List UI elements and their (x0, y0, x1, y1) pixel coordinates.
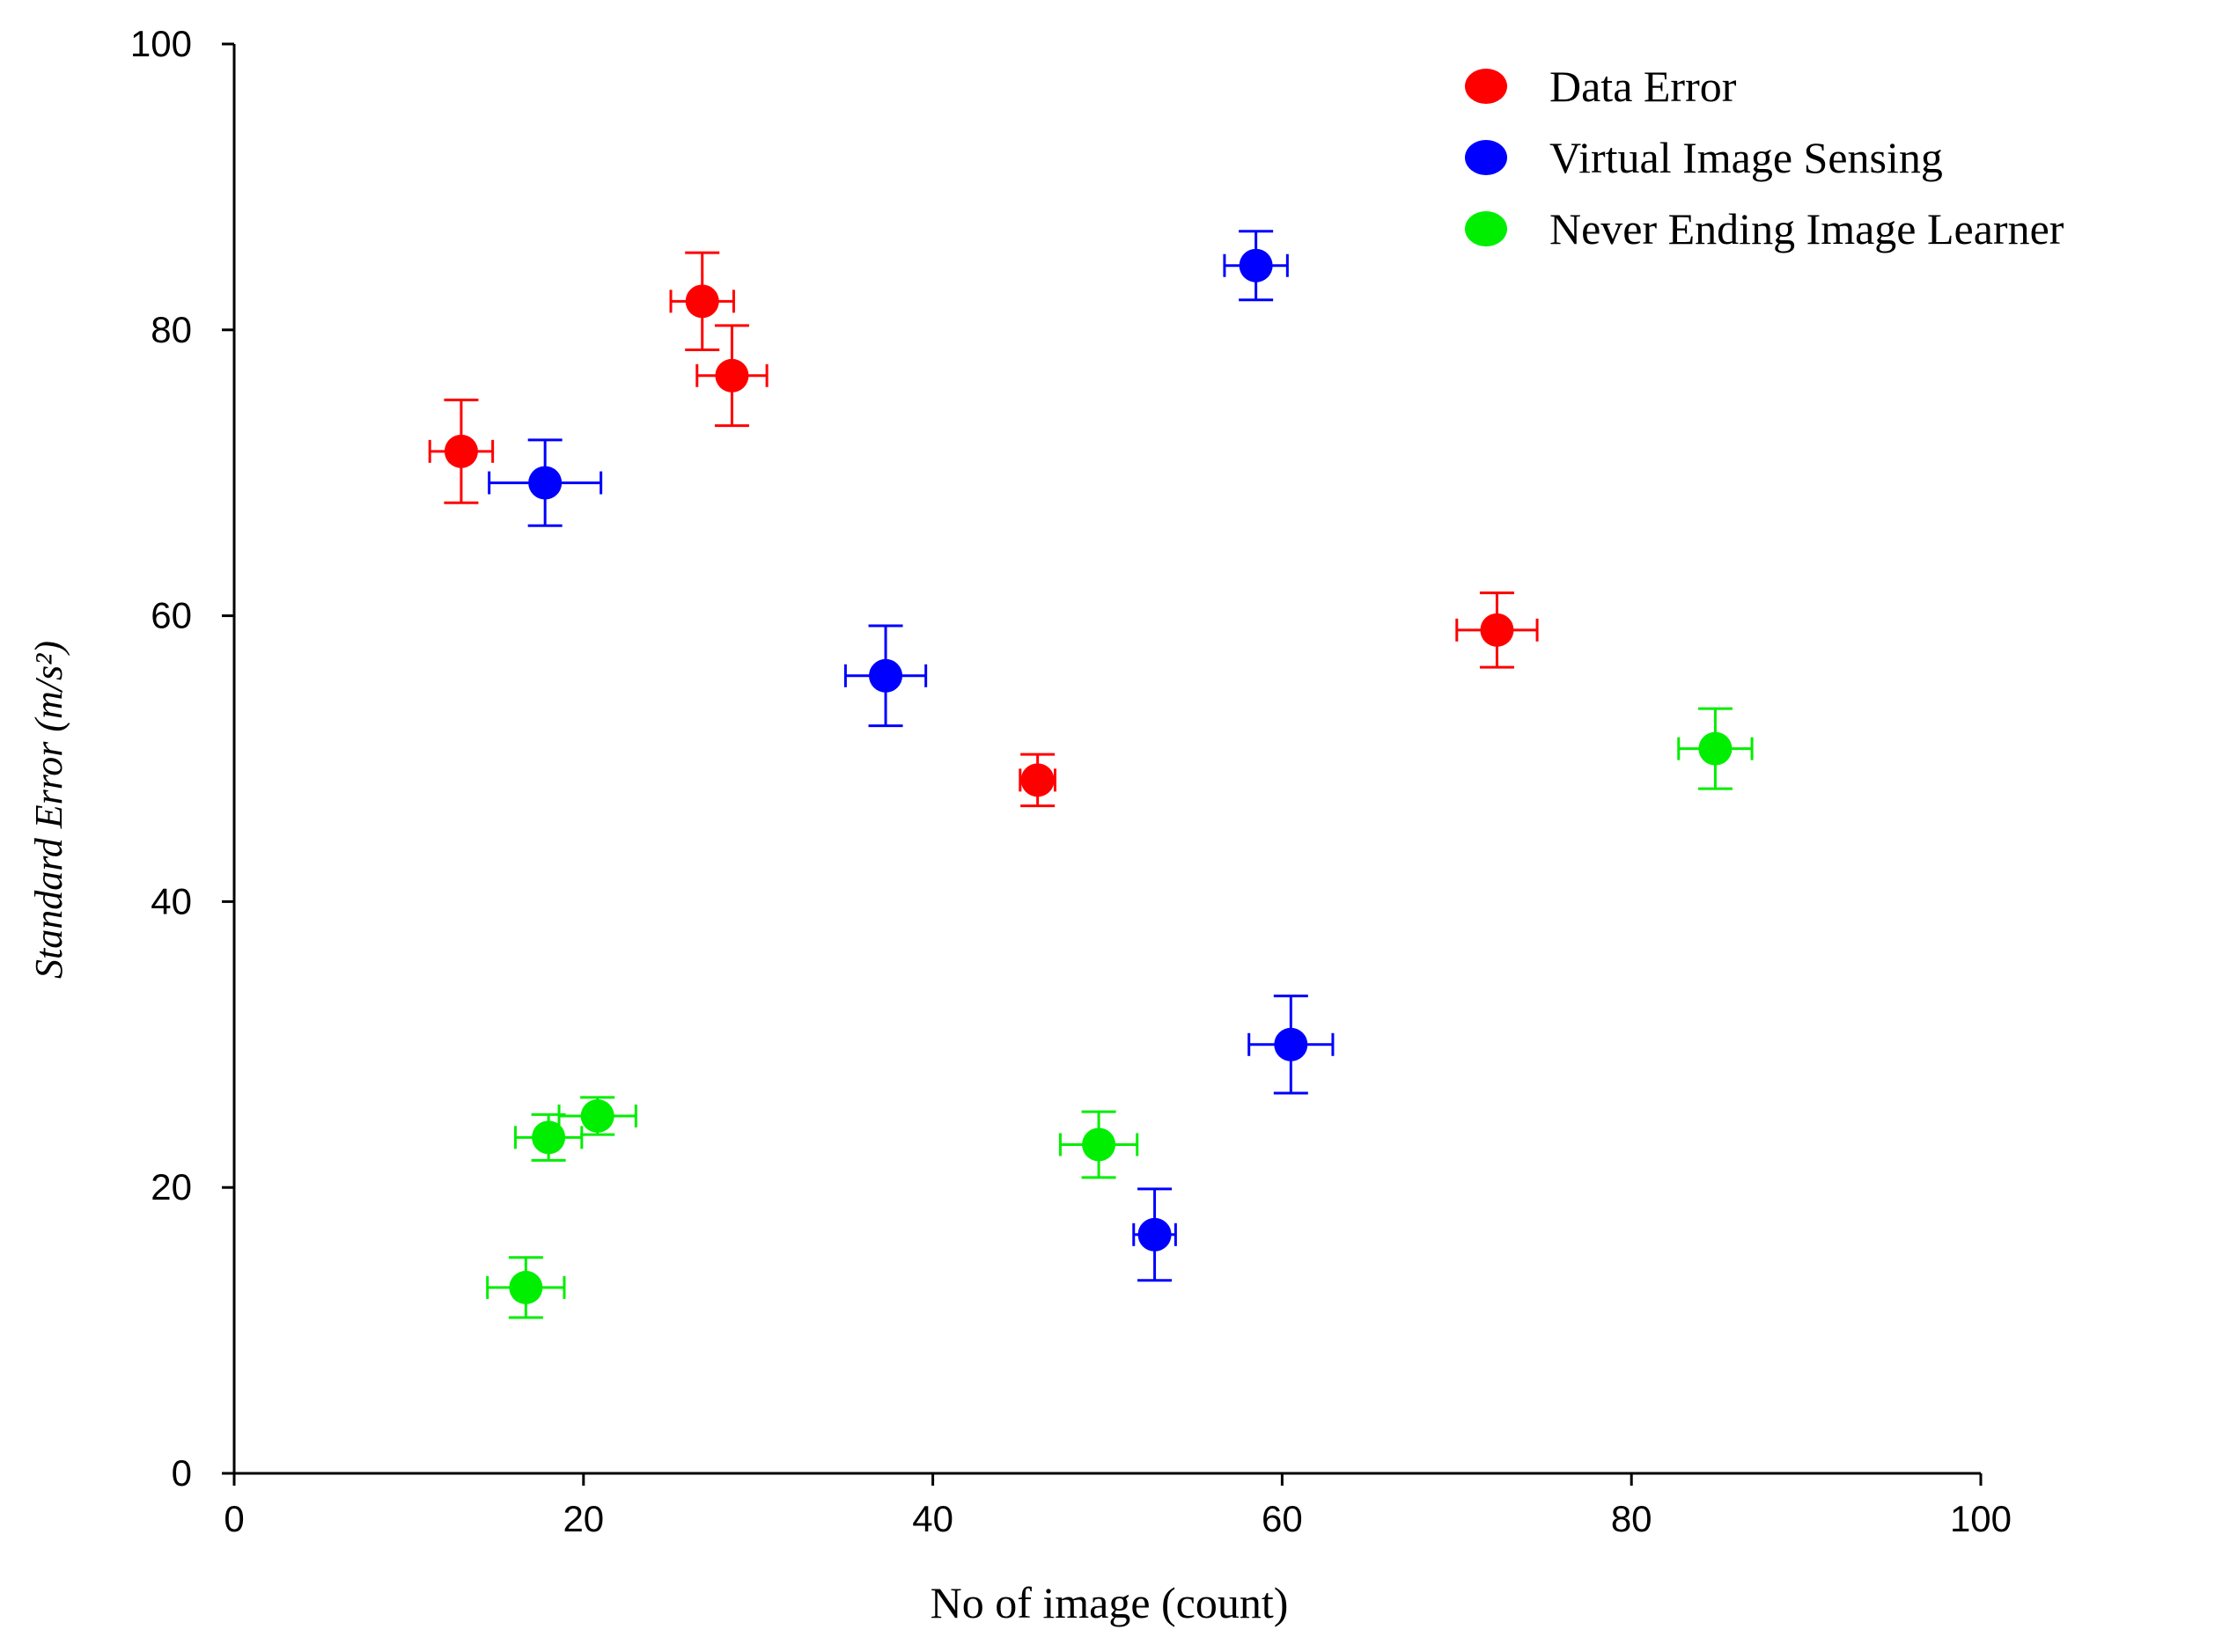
x-tick-label: 100 (1950, 1498, 2012, 1539)
y-tick-label: 60 (151, 595, 192, 636)
y-tick-label: 80 (151, 309, 192, 350)
data-point-1-3 (695, 324, 769, 428)
x-tick-label: 80 (1611, 1498, 1652, 1539)
axes (232, 44, 1981, 1475)
legend-marker-3 (1465, 211, 1507, 246)
marker (1082, 1127, 1116, 1162)
data-point-3-4 (1058, 1110, 1139, 1179)
y-tick-label: 20 (151, 1166, 192, 1208)
data-points (428, 230, 1754, 1319)
marker (1137, 1217, 1172, 1252)
marker (1274, 1027, 1308, 1061)
y-tick-label: 0 (172, 1452, 192, 1494)
legend-marker-1 (1465, 69, 1507, 104)
data-point-3-2 (557, 1096, 637, 1136)
x-tick-label: 40 (912, 1498, 953, 1539)
legend-label-1: Data Error (1549, 62, 1737, 111)
marker (1239, 248, 1273, 283)
x-tick-label: 0 (224, 1498, 244, 1539)
marker (444, 434, 478, 468)
data-point-1-2 (669, 251, 735, 352)
legend-label-3: Never Ending Image Learner (1549, 204, 2064, 253)
legend-label-2: Virtual Image Sensing (1549, 133, 1943, 182)
axis-ticks: 0 20 40 60 80 100 0 20 40 60 80 100 (130, 23, 2012, 1539)
x-tick-label: 60 (1262, 1498, 1303, 1539)
data-point-1-4 (1019, 753, 1056, 808)
data-point-1-1 (428, 398, 495, 504)
data-point-3-3 (486, 1256, 566, 1319)
data-point-1-5 (1455, 591, 1539, 669)
y-axis-title: Standard Error (m/s²) (27, 641, 70, 979)
marker (528, 466, 563, 500)
legend: Data Error Virtual Image Sensing Never End… (1465, 62, 2064, 253)
data-point-2-3 (1223, 230, 1289, 302)
marker (1698, 731, 1733, 766)
data-point-2-5 (1132, 1187, 1177, 1282)
data-point-2-2 (843, 624, 928, 728)
y-tick-label: 100 (130, 23, 192, 64)
marker (715, 358, 749, 393)
x-tick-label: 20 (563, 1498, 604, 1539)
marker (1480, 613, 1514, 647)
marker (580, 1099, 614, 1133)
data-point-3-1 (513, 1112, 584, 1162)
marker (685, 284, 719, 319)
data-point-2-1 (488, 438, 603, 527)
data-point-3-5 (1677, 707, 1754, 790)
marker (509, 1270, 543, 1304)
data-point-2-4 (1247, 995, 1335, 1095)
legend-marker-2 (1465, 140, 1507, 175)
y-tick-label: 40 (151, 880, 192, 921)
marker (532, 1120, 566, 1155)
x-axis-title: No of image (count) (931, 1578, 1289, 1627)
marker (1020, 763, 1055, 797)
marker (869, 658, 903, 693)
